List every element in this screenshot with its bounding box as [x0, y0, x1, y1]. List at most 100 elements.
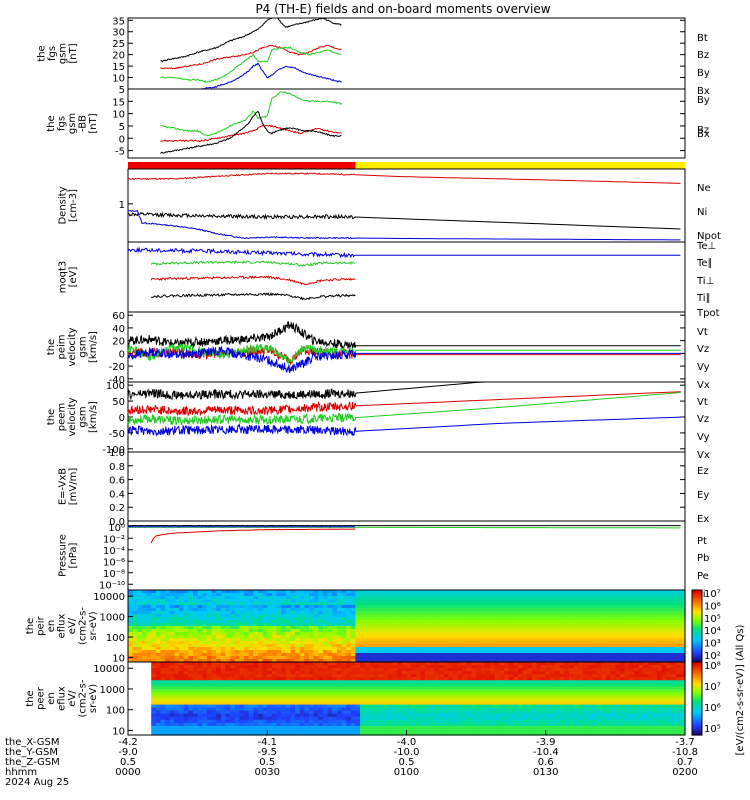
peir_eflux-cell [174, 623, 180, 627]
temperature-ylabel: [eV] [68, 267, 79, 288]
peer_eflux-cell [360, 716, 366, 721]
peer_eflux-cell [151, 692, 157, 697]
peir_eflux-cell [146, 590, 152, 594]
peir_eflux-cell [276, 599, 282, 603]
peir_eflux-cell [652, 599, 658, 603]
peer_eflux-cell [360, 719, 366, 724]
peir_eflux-cell [276, 617, 282, 621]
peir_eflux-cell [550, 605, 556, 609]
peir_eflux-cell [387, 599, 394, 603]
peir_eflux-cell [378, 602, 384, 606]
peir_eflux-cell [225, 593, 231, 597]
peer_eflux-cell [128, 698, 134, 703]
peir_eflux-cell [332, 599, 338, 603]
peer_eflux-cell [350, 671, 357, 675]
peer_eflux-cell [155, 704, 162, 709]
peer_eflux-cell [369, 698, 375, 703]
peir_eflux-ylabel: eflux [57, 614, 68, 639]
peer_eflux-cell [457, 731, 463, 736]
peir_eflux-cell [374, 617, 380, 621]
peer_eflux-cell [374, 668, 380, 672]
peer_eflux-cell [420, 722, 426, 727]
peir_eflux-cell [610, 653, 616, 657]
peir_eflux-cell [522, 650, 528, 654]
peir_eflux-cell [155, 605, 162, 609]
peir_eflux-cell [313, 596, 319, 600]
peir_eflux-cell [401, 653, 408, 657]
peir_eflux-cell [582, 620, 589, 624]
peir_eflux-cell [336, 605, 343, 609]
peer_eflux-cell [128, 674, 134, 678]
peer_eflux-cell [360, 674, 366, 678]
peir_eflux-cell [568, 599, 575, 603]
peer_eflux-cell [466, 689, 473, 694]
peir_eflux-cell [169, 638, 176, 642]
peir_eflux-cell [522, 623, 528, 627]
peir_eflux-cell [383, 608, 389, 612]
peir_eflux-cell [132, 593, 138, 597]
peem_velocity-series-Vt [127, 381, 681, 401]
peir_eflux-cell [606, 647, 612, 651]
peer_eflux-cell [364, 716, 370, 721]
peer_eflux-cell [295, 707, 301, 712]
peir_eflux-cell [531, 596, 538, 600]
peir_eflux-cell [202, 647, 208, 651]
peer_eflux-cell [364, 674, 370, 678]
peir_eflux-cell [624, 656, 630, 660]
peir_eflux-cell [434, 605, 440, 609]
peer_eflux-cell [476, 722, 482, 727]
peer_eflux-cell [271, 689, 278, 694]
peir_eflux-cell [657, 650, 663, 654]
peer_eflux-cell [169, 707, 176, 712]
peir_eflux-cell [128, 659, 134, 663]
peir_eflux-cell [550, 647, 556, 651]
peir_eflux-cell [179, 623, 185, 627]
peir_eflux-cell [197, 590, 203, 594]
pressure-legend-green: Pe [697, 571, 709, 582]
peir_eflux-cell [397, 608, 403, 612]
peer_eflux-cell [429, 728, 435, 733]
peir_eflux-cell [494, 656, 500, 660]
peer_eflux-cell [225, 722, 231, 727]
peir_eflux-cell [211, 644, 217, 648]
peir_eflux-cell [309, 620, 315, 624]
peer_eflux-cell [281, 674, 287, 678]
peir_eflux-cell [503, 602, 510, 606]
peer_eflux-cell [290, 686, 296, 690]
peer_eflux-cell [304, 698, 310, 703]
peir_eflux-cell [220, 638, 227, 642]
peer_eflux-cell [452, 725, 459, 730]
peir_eflux-cell [369, 632, 375, 636]
peir_eflux-cell [281, 656, 287, 660]
peir_eflux-cell [466, 617, 473, 621]
peer_eflux-cell [146, 722, 152, 727]
peer_eflux-cell [341, 662, 347, 666]
peer_eflux-cell [192, 728, 199, 733]
peer_eflux-cell [443, 719, 449, 724]
peir_eflux-cell [220, 656, 227, 660]
peer_eflux-cell [378, 716, 384, 721]
peer_eflux-cell [165, 725, 171, 730]
peir_eflux-cell [165, 647, 171, 651]
peir_eflux-cell [160, 638, 166, 642]
peer_eflux-cell [309, 701, 315, 706]
peir_eflux-cell [555, 614, 561, 618]
peir_eflux-cell [206, 629, 213, 633]
peir_eflux-cell [392, 593, 398, 597]
peir_eflux-cell [610, 593, 616, 597]
peer_eflux-cell [341, 695, 347, 700]
peer_eflux-cell [141, 722, 148, 727]
peer_eflux-cell [313, 713, 319, 718]
peir_eflux-cell [355, 608, 361, 612]
peir_eflux-cell [675, 617, 681, 621]
peer_eflux-cell [206, 707, 213, 712]
peir_eflux-cell [568, 632, 575, 636]
peir_eflux-cell [503, 599, 510, 603]
peir_eflux-cell [234, 653, 240, 657]
peer_eflux-cell [434, 713, 440, 718]
peir_eflux-cell [304, 647, 310, 651]
peer_eflux-cell [262, 689, 268, 694]
peir_eflux-cell [443, 608, 449, 612]
peir_eflux-ylabel: (cm2-s- [78, 607, 89, 645]
peir_eflux-cell [285, 656, 292, 660]
